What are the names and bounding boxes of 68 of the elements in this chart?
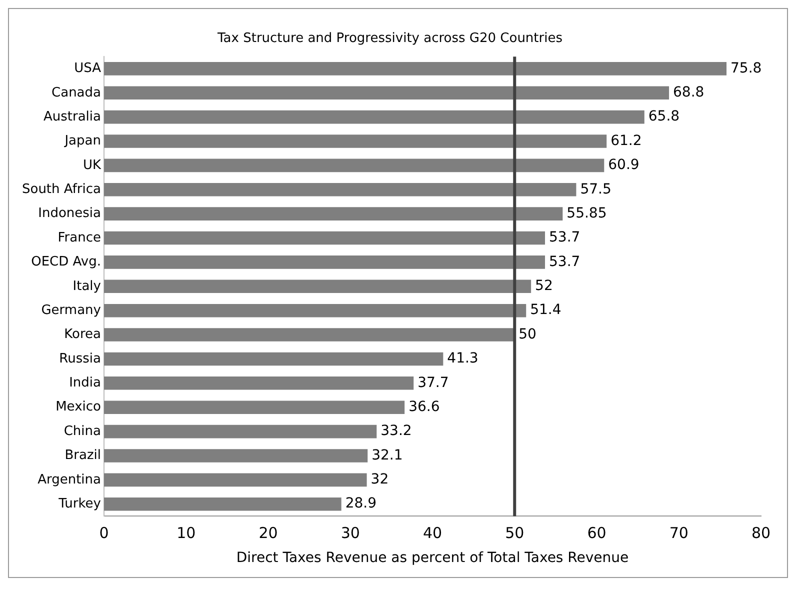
bar (104, 424, 377, 438)
bar (104, 158, 604, 172)
bar (104, 134, 607, 148)
data-label: 75.8 (730, 60, 762, 76)
bar (104, 328, 515, 342)
x-tick-label: 60 (587, 524, 606, 542)
y-tick-label: Korea (64, 327, 101, 342)
data-label: 28.9 (345, 496, 377, 512)
y-tick-label: OECD Avg. (31, 254, 101, 270)
bar (104, 449, 368, 462)
data-label: 36.6 (408, 398, 440, 415)
y-tick-label: Canada (52, 85, 101, 100)
data-label: 32 (370, 472, 389, 488)
y-tick-label: Japan (64, 134, 101, 149)
y-tick-label: Turkey (58, 496, 102, 512)
bar (104, 352, 444, 366)
bar (104, 207, 563, 220)
data-label: 33.2 (380, 423, 412, 440)
data-label: 50 (518, 326, 536, 342)
x-tick-label: 40 (422, 524, 442, 542)
x-axis-title: Direct Taxes Revenue as percent of Total Taxes Revenue (236, 550, 629, 566)
bar (104, 497, 342, 511)
bar (104, 182, 576, 196)
chart-title: Tax Structure and Progressivity across G20 Countries (216, 31, 563, 46)
bar (104, 256, 546, 269)
x-tick-label: 10 (176, 524, 196, 542)
data-label: 51.4 (530, 302, 562, 318)
y-tick-label: South Africa (22, 182, 101, 198)
bar (104, 62, 727, 76)
data-label: 60.9 (608, 157, 640, 174)
bar (104, 304, 526, 318)
x-tick-label: 50 (505, 524, 524, 542)
bar (104, 473, 367, 487)
x-tick-label: 80 (751, 524, 771, 542)
y-tick-label: Italy (72, 278, 102, 294)
x-tick-label: 20 (258, 524, 278, 542)
bar (104, 376, 414, 390)
data-label: 57.5 (580, 181, 612, 198)
x-tick-label: 70 (669, 524, 688, 542)
y-tick-label: Germany (41, 302, 102, 318)
data-label: 32.1 (372, 447, 403, 464)
data-label: 61.2 (610, 132, 642, 149)
y-tick-label: UK (82, 158, 102, 173)
y-tick-label: France (58, 230, 101, 246)
bar (104, 86, 670, 100)
data-label: 37.7 (418, 374, 449, 391)
y-tick-label: India (69, 376, 101, 391)
y-tick-label: Australia (43, 109, 101, 124)
y-tick-label: Argentina (38, 472, 101, 488)
y-tick-label: China (64, 424, 101, 439)
data-label: 52 (535, 278, 553, 294)
bar (104, 280, 532, 294)
x-tick-label: 0 (99, 524, 109, 542)
y-tick-label: Mexico (56, 400, 102, 415)
data-label: 68.8 (673, 84, 704, 101)
bar (104, 400, 405, 414)
bar (104, 231, 546, 245)
data-label: 41.3 (447, 350, 478, 367)
y-tick-label: Indonesia (38, 206, 101, 222)
y-tick-label: Brazil (64, 448, 101, 464)
y-tick-label: USA (74, 61, 102, 76)
data-label: 55.85 (566, 205, 607, 222)
bar (104, 110, 644, 124)
data-label: 53.7 (549, 254, 580, 270)
data-label: 53.7 (549, 230, 580, 246)
x-tick-label: 30 (340, 524, 360, 542)
data-label: 65.8 (648, 108, 680, 125)
y-tick-label: Russia (59, 351, 101, 366)
